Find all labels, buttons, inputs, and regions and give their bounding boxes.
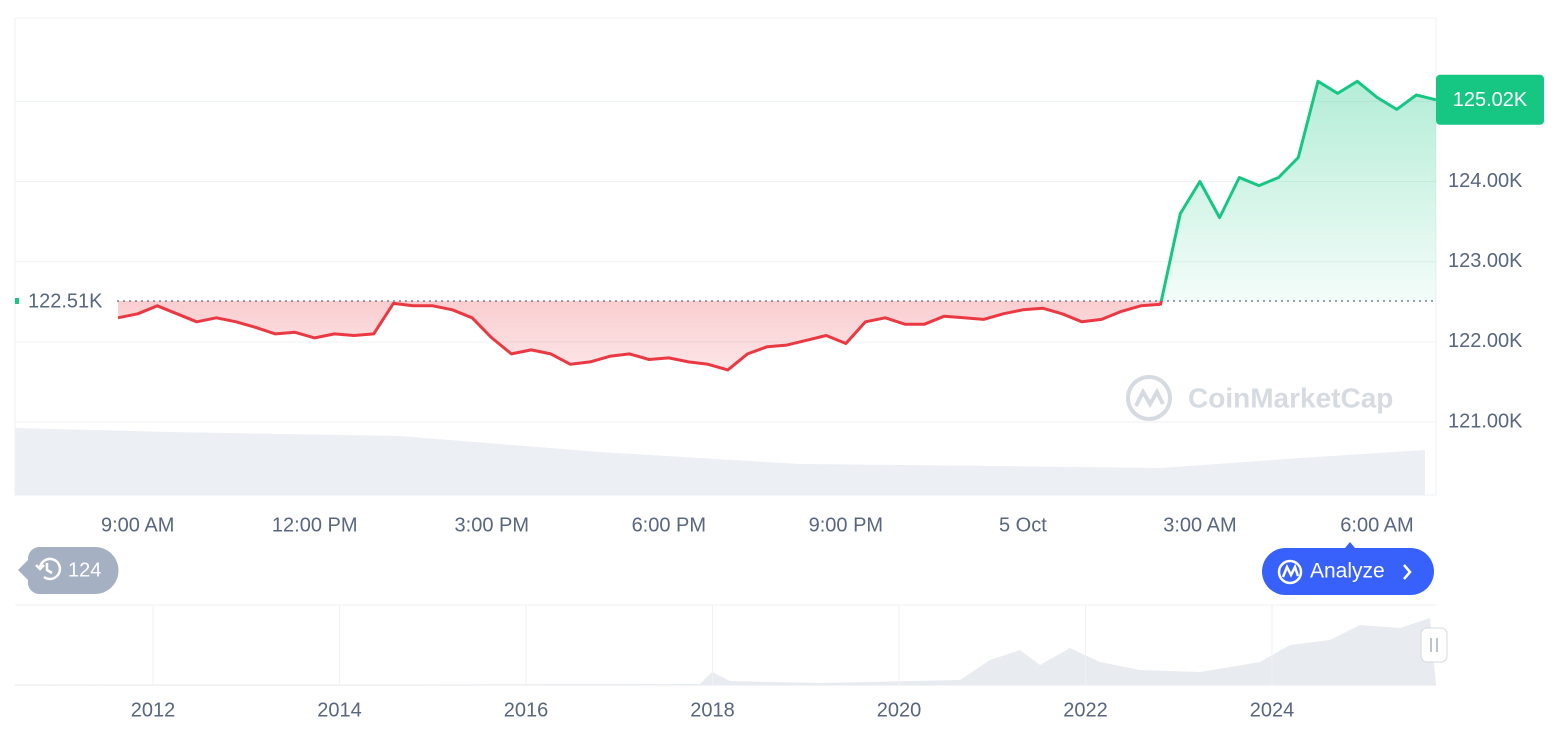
area-fill (118, 81, 1436, 370)
navigator-label: 2012 (131, 699, 176, 721)
navigator-handle[interactable] (1420, 627, 1448, 663)
history-badge[interactable] (18, 547, 119, 594)
current-price-badge (1436, 74, 1544, 125)
navigator-history (15, 618, 1436, 685)
button-pointer (1345, 542, 1355, 548)
navigator-label: 2014 (317, 699, 362, 721)
reference-tick (15, 297, 19, 304)
navigator-label: 2024 (1250, 699, 1295, 721)
watermark: CoinMarketCap (1188, 382, 1393, 413)
chevron (1403, 564, 1412, 580)
x-tick-label: 12:00 PM (272, 514, 358, 536)
current-price-label: 125.02K (1453, 89, 1528, 111)
navigator-label: 2016 (504, 699, 549, 721)
navigator-label: 2022 (1063, 699, 1108, 721)
history-count: 124 (68, 559, 101, 581)
analyze-button[interactable] (1262, 548, 1434, 595)
history-icon (35, 557, 62, 581)
y-tick-label: 124.00K (1448, 170, 1523, 192)
x-tick-label: 3:00 AM (1163, 514, 1236, 536)
x-tick-label: 3:00 PM (455, 514, 529, 536)
x-tick-label: 9:00 AM (101, 514, 174, 536)
x-tick-label: 6:00 PM (632, 514, 706, 536)
watermark-logo (1126, 375, 1172, 421)
handle-grip (1430, 638, 1438, 652)
y-tick-label: 122.00K (1448, 330, 1523, 352)
y-tick-label: 121.00K (1448, 410, 1523, 432)
x-tick-label: 5 Oct (999, 514, 1047, 536)
analyze-icon (1277, 559, 1303, 585)
navigator-label: 2018 (690, 699, 735, 721)
x-tick-label: 9:00 PM (809, 514, 883, 536)
volume-band (15, 428, 1425, 495)
y-tick-label: 123.00K (1448, 250, 1523, 272)
price-line (117, 79, 1437, 372)
analyze-label: Analyze (1310, 560, 1385, 583)
reference-label: 122.51K (28, 290, 103, 312)
reference-label-bg (20, 286, 116, 315)
navigator-label: 2020 (877, 699, 922, 721)
x-tick-label: 6:00 AM (1340, 514, 1413, 536)
